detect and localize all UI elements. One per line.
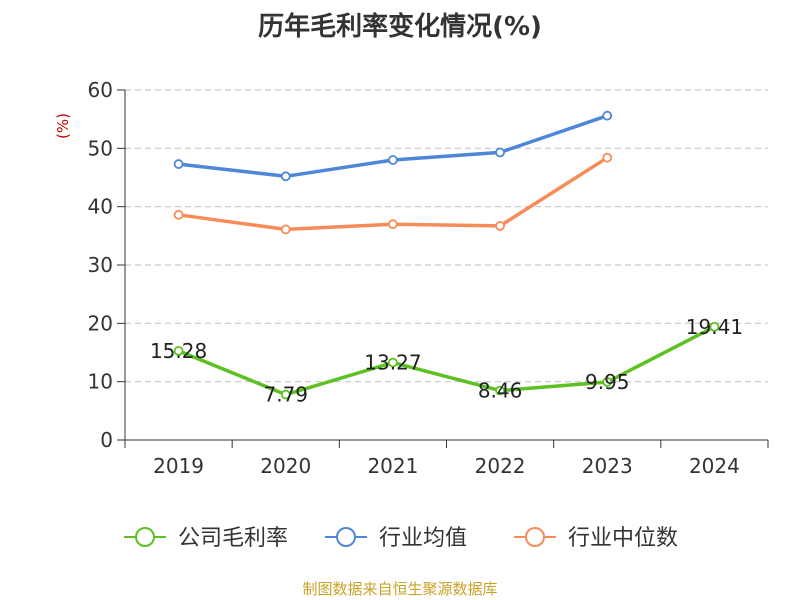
legend-label: 行业均值 bbox=[379, 526, 467, 551]
data-point[interactable] bbox=[495, 221, 505, 231]
data-point[interactable] bbox=[388, 155, 398, 165]
y-tick-label: 30 bbox=[88, 253, 113, 277]
data-labels: 15.28 7.79 13.27 8.46 9.95 19.41 bbox=[150, 315, 743, 407]
x-tick-label: 2024 bbox=[689, 454, 740, 478]
series bbox=[173, 110, 720, 400]
axes: 0 10 20 30 40 50 60 2019 2020 2021 2022 2023 2024 bbox=[88, 78, 769, 478]
y-tick-label: 0 bbox=[100, 428, 113, 452]
series-line-0 bbox=[177, 325, 716, 397]
source-note: 制图数据来自恒生聚源数据库 bbox=[302, 580, 498, 598]
legend[interactable]: 公司毛利率 行业均值 行业中位数 bbox=[124, 526, 678, 551]
data-point[interactable] bbox=[602, 377, 613, 387]
y-tick-label: 40 bbox=[88, 195, 113, 219]
data-point[interactable] bbox=[495, 147, 505, 158]
series-line-1 bbox=[178, 114, 608, 179]
legend-label: 行业中位数 bbox=[568, 526, 678, 551]
data-point[interactable] bbox=[602, 110, 613, 121]
x-tick-label: 2023 bbox=[582, 454, 633, 478]
data-point[interactable] bbox=[388, 357, 398, 368]
data-point[interactable] bbox=[709, 321, 720, 332]
data-point[interactable] bbox=[495, 385, 505, 396]
series-line-2 bbox=[178, 156, 609, 232]
data-point[interactable] bbox=[280, 389, 291, 400]
legend-label: 公司毛利率 bbox=[178, 526, 288, 551]
chart-title: 历年毛利率变化情况(%) bbox=[258, 12, 542, 42]
data-label: 9.95 bbox=[585, 370, 630, 394]
data-point[interactable] bbox=[280, 171, 291, 182]
data-label: 19.41 bbox=[686, 315, 743, 339]
data-point[interactable] bbox=[602, 152, 613, 163]
y-axis-label: (%) bbox=[54, 113, 72, 139]
data-label: 15.28 bbox=[150, 339, 207, 363]
legend-item-2[interactable]: 行业中位数 bbox=[514, 526, 678, 551]
data-point[interactable] bbox=[388, 219, 398, 230]
data-label: 13.27 bbox=[364, 351, 421, 375]
legend-marker bbox=[336, 527, 356, 547]
grid-lines bbox=[125, 89, 768, 383]
y-tick-label: 20 bbox=[88, 311, 113, 335]
legend-item-1[interactable]: 行业均值 bbox=[325, 526, 467, 551]
data-label: 7.79 bbox=[263, 383, 308, 407]
data-point[interactable] bbox=[173, 209, 184, 220]
x-tick-label: 2021 bbox=[367, 454, 418, 478]
x-tick-label: 2019 bbox=[153, 454, 204, 478]
data-point[interactable] bbox=[280, 224, 291, 235]
legend-marker bbox=[525, 527, 545, 547]
x-tick-label: 2022 bbox=[475, 454, 526, 478]
data-label: 8.46 bbox=[478, 379, 523, 403]
legend-marker bbox=[135, 527, 155, 547]
y-tick-label: 50 bbox=[88, 136, 113, 160]
data-point[interactable] bbox=[173, 159, 184, 169]
legend-item-0[interactable]: 公司毛利率 bbox=[124, 526, 288, 551]
y-tick-label: 60 bbox=[88, 78, 113, 102]
y-tick-label: 10 bbox=[88, 370, 113, 394]
x-tick-label: 2020 bbox=[260, 454, 311, 478]
data-point[interactable] bbox=[173, 345, 184, 356]
